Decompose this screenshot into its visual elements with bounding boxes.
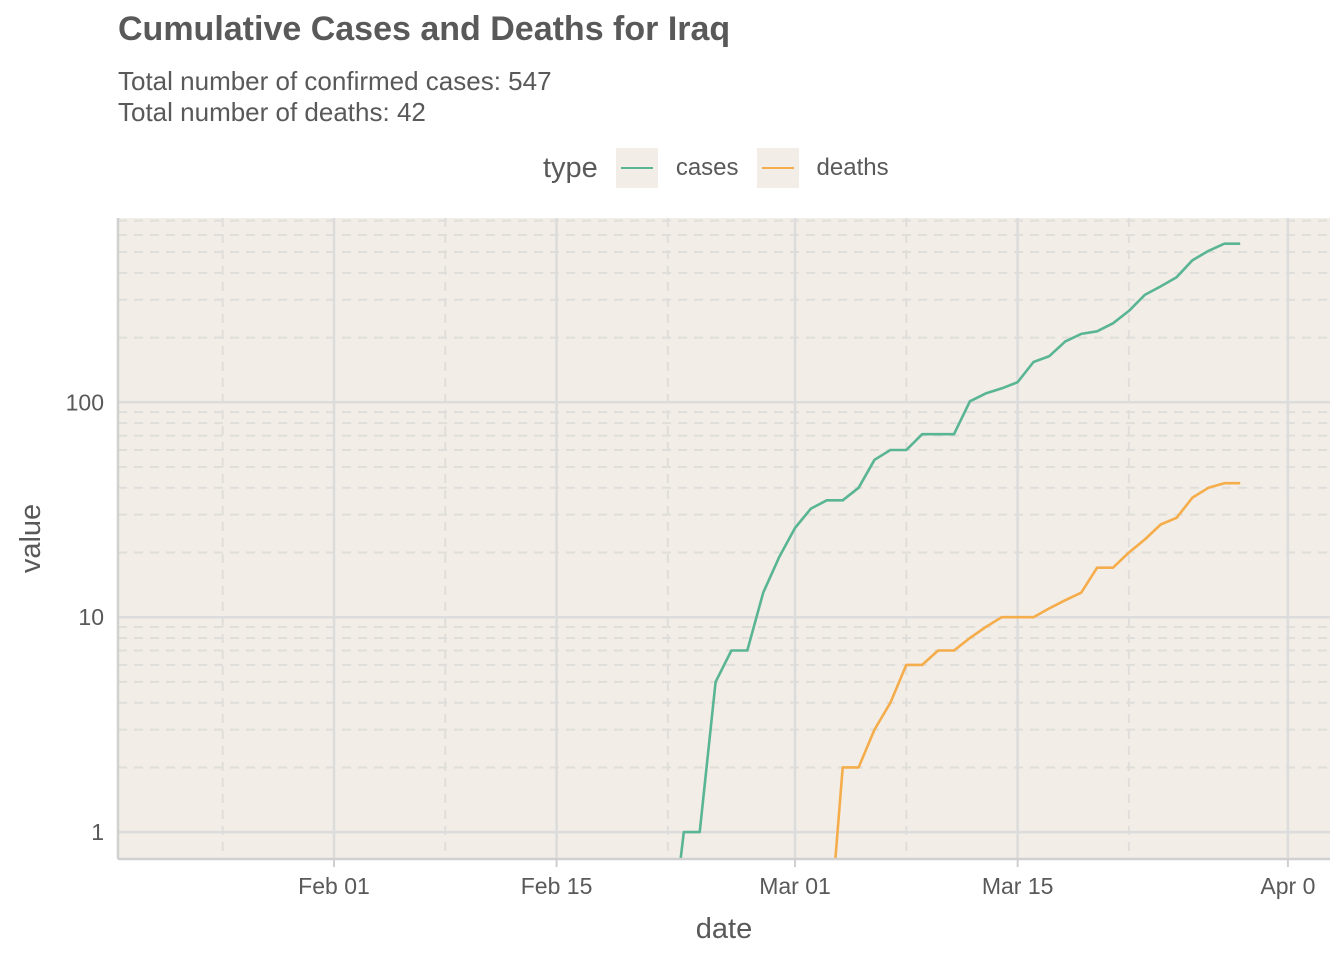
series-lines: [679, 242, 1241, 859]
axes: [116, 218, 1330, 861]
x-tick-label: Apr 0: [1260, 873, 1315, 899]
legend-swatch-cases: [620, 167, 653, 169]
legend-key-cases: [615, 148, 658, 188]
legend-swatch-deaths: [761, 167, 794, 169]
chart-title: Cumulative Cases and Deaths for Iraq: [118, 10, 731, 48]
legend-key-deaths: [756, 148, 799, 188]
x-axis-title: date: [696, 913, 752, 945]
x-tick-label: Feb 15: [521, 873, 593, 899]
legend-label-deaths: deaths: [816, 154, 889, 181]
legend-title: type: [543, 151, 598, 184]
minor-gridlines: [118, 218, 1330, 859]
major-gridlines: [118, 218, 1330, 867]
x-tick-label: Mar 01: [759, 873, 831, 899]
series-line-cases: [679, 242, 1241, 859]
plot-panel: [118, 218, 1330, 859]
x-tick-label: Feb 01: [298, 873, 370, 899]
y-tick-label: 1: [91, 819, 104, 845]
subtitle-cases-total: Total number of confirmed cases: 547: [118, 66, 552, 96]
y-tick-label: 100: [66, 389, 104, 415]
legend: type cases deaths: [543, 148, 907, 188]
legend-label-cases: cases: [675, 154, 739, 181]
series-line-deaths: [834, 481, 1241, 859]
subtitle-deaths-total: Total number of deaths: 42: [118, 97, 426, 127]
axis-labels: 1 10 100 Feb 01 Feb 15 Mar 01 Mar 15 Apr 0 date v…: [15, 389, 1315, 945]
y-axis-title: value: [15, 504, 47, 573]
x-tick-label: Mar 15: [982, 873, 1054, 899]
y-tick-label: 10: [78, 604, 104, 630]
